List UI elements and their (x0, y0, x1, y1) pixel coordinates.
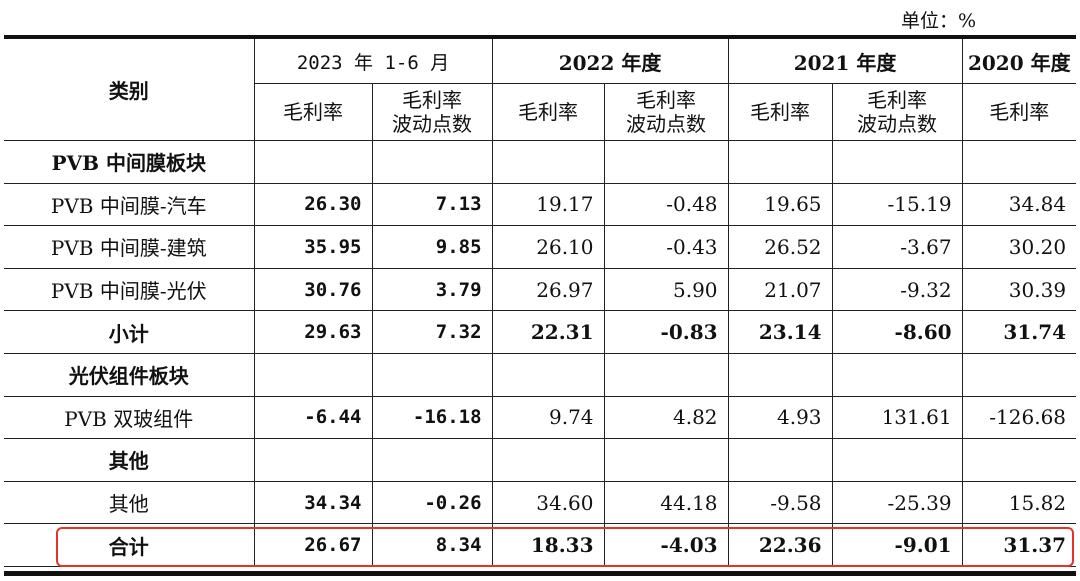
subtotal-label: 小计 (4, 310, 255, 354)
section-label: 其他 (4, 438, 255, 482)
cell: -9.01 (831, 523, 963, 567)
table-row: PVB 中间膜板块 (4, 140, 1077, 184)
table-row: PVB 双玻组件 -6.44 -16.18 9.74 4.82 4.93 131… (4, 395, 1077, 440)
table-row: PVB 中间膜-汽车 26.30 7.13 19.17 -0.48 19.65 … (4, 182, 1077, 227)
table-row: 合计 26.67 8.34 18.33 -4.03 22.36 -9.01 31… (4, 523, 1077, 567)
table-bottom-rule (4, 571, 1076, 576)
cell: 34.34 (253, 480, 373, 525)
cell: 34.60 (491, 480, 605, 525)
cell: 26.10 (491, 225, 605, 269)
row-label: PVB 中间膜-光伏 (4, 267, 255, 312)
cell: 8.34 (371, 523, 493, 567)
cell: -16.18 (371, 395, 493, 440)
cell: -3.67 (831, 225, 963, 269)
cell: 19.17 (491, 182, 605, 227)
cell: 19.65 (727, 182, 833, 227)
row-label: PVB 双玻组件 (4, 395, 255, 440)
row-label: PVB 中间膜-建筑 (4, 225, 255, 269)
cell: 9.85 (371, 225, 493, 269)
table-row: 小计 29.63 7.32 22.31 -0.83 23.14 -8.60 31… (4, 310, 1077, 354)
cell: 15.82 (961, 480, 1077, 525)
cell: 44.18 (603, 480, 729, 525)
cell: 131.61 (831, 395, 963, 440)
fluctuation-col-2022: 毛利率 波动点数 (603, 83, 729, 141)
cell: 7.13 (371, 182, 493, 227)
cell: -126.68 (961, 395, 1077, 440)
cell: 26.67 (253, 523, 373, 567)
cell: 23.14 (727, 310, 833, 354)
table-row: PVB 中间膜-光伏 30.76 3.79 26.97 5.90 21.07 -… (4, 267, 1077, 312)
cell: 29.63 (253, 310, 373, 354)
cell: 5.90 (603, 267, 729, 312)
period-header-2023h1: 2023 年 1-6 月 (253, 39, 493, 84)
cell: -9.32 (831, 267, 963, 312)
gross-margin-table: 类别 2023 年 1-6 月 2022 年度 2021 年度 2020 年度 … (4, 39, 1077, 567)
section-label: 光伏组件板块 (4, 352, 255, 397)
cell: -0.48 (603, 182, 729, 227)
cell: -6.44 (253, 395, 373, 440)
cell: 30.20 (961, 225, 1077, 269)
row-label: 其他 (4, 480, 255, 525)
cell: 30.76 (253, 267, 373, 312)
cell: 9.74 (491, 395, 605, 440)
period-header-2022: 2022 年度 (491, 39, 729, 84)
cell: -4.03 (603, 523, 729, 567)
gross-margin-col-2022: 毛利率 (491, 83, 605, 141)
period-header-2020: 2020 年度 (961, 39, 1077, 84)
cell: 30.39 (961, 267, 1077, 312)
cell: 22.36 (727, 523, 833, 567)
gross-margin-col-2021: 毛利率 (727, 83, 833, 141)
cell: -25.39 (831, 480, 963, 525)
row-label: PVB 中间膜-汽车 (4, 182, 255, 227)
cell: 7.32 (371, 310, 493, 354)
unit-label: 单位：% (900, 10, 976, 32)
cell: 31.37 (961, 523, 1077, 567)
cell: 4.82 (603, 395, 729, 440)
table-row: 其他 34.34 -0.26 34.60 44.18 -9.58 -25.39 … (4, 480, 1077, 525)
gross-margin-col-2020: 毛利率 (961, 83, 1077, 141)
table-row: PVB 中间膜-建筑 35.95 9.85 26.10 -0.43 26.52 … (4, 225, 1077, 269)
fluctuation-col-2021: 毛利率 波动点数 (831, 83, 963, 141)
category-header: 类别 (4, 39, 255, 141)
gross-margin-col-2023h1: 毛利率 (254, 83, 373, 141)
cell: 35.95 (253, 225, 373, 269)
cell: -0.26 (371, 480, 493, 525)
cell: -0.43 (603, 225, 729, 269)
section-label: PVB 中间膜板块 (4, 140, 255, 184)
cell: -9.58 (727, 480, 833, 525)
cell: 22.31 (491, 310, 605, 354)
cell: 4.93 (727, 395, 833, 440)
cell: 26.97 (491, 267, 605, 312)
fluctuation-col-2023h1: 毛利率 波动点数 (371, 83, 493, 141)
cell: 26.52 (727, 225, 833, 269)
total-label: 合计 (4, 523, 255, 567)
table-row: 光伏组件板块 (4, 352, 1077, 397)
period-header-2021: 2021 年度 (727, 39, 963, 84)
cell: 31.74 (961, 310, 1077, 354)
cell: 18.33 (491, 523, 605, 567)
cell: -8.60 (831, 310, 963, 354)
cell: 26.30 (253, 182, 373, 227)
cell: -15.19 (831, 182, 963, 227)
table-top-rule (4, 35, 1076, 39)
cell: -0.83 (603, 310, 729, 354)
table-row: 其他 (4, 438, 1077, 482)
cell: 21.07 (727, 267, 833, 312)
cell: 34.84 (961, 182, 1077, 227)
cell: 3.79 (371, 267, 493, 312)
